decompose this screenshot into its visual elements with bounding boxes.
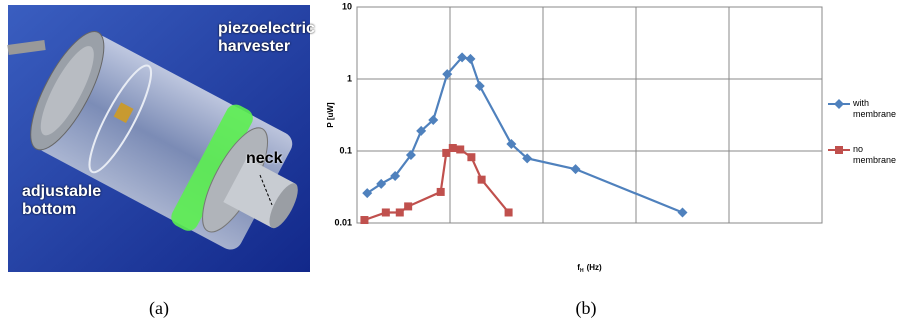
y-tick-label: 0.1 bbox=[339, 145, 352, 155]
marker bbox=[360, 216, 369, 225]
marker bbox=[448, 144, 457, 153]
y-tick-label: 0.01 bbox=[334, 217, 352, 227]
marker bbox=[570, 164, 581, 175]
photo-label: neck bbox=[246, 150, 283, 167]
marker bbox=[474, 80, 485, 91]
marker bbox=[428, 114, 439, 125]
marker bbox=[376, 178, 387, 189]
marker bbox=[405, 149, 416, 160]
plot-area bbox=[356, 6, 823, 224]
series-line bbox=[366, 56, 683, 214]
marker bbox=[465, 53, 476, 64]
y-tick-label: 1 bbox=[347, 73, 352, 83]
caption: (a) bbox=[149, 298, 169, 319]
marker bbox=[381, 208, 390, 217]
marker bbox=[404, 202, 413, 211]
marker bbox=[362, 188, 373, 199]
marker bbox=[522, 153, 533, 164]
chart: 0.01 0.1 1 10 P [uW] fH (Hz) bbox=[326, 1, 850, 274]
photo-label: piezoelectric harvester bbox=[218, 20, 315, 55]
marker bbox=[442, 148, 451, 157]
marker bbox=[395, 208, 404, 217]
marker bbox=[442, 69, 453, 80]
photo bbox=[7, 5, 310, 272]
x-axis-label: fH (Hz) bbox=[577, 263, 602, 274]
caption: (b) bbox=[576, 298, 597, 319]
marker bbox=[457, 52, 468, 63]
legend-label: with membrane bbox=[853, 98, 897, 119]
marker bbox=[677, 207, 688, 218]
marker bbox=[467, 153, 476, 162]
y-tick-label: 10 bbox=[342, 1, 352, 11]
marker bbox=[456, 145, 465, 154]
x-axis-label-unit: (Hz) bbox=[587, 263, 602, 272]
marker bbox=[416, 125, 427, 136]
photo-label: adjustable bottom bbox=[22, 183, 102, 218]
marker bbox=[390, 170, 401, 181]
x-axis-label-symbol: f bbox=[577, 263, 580, 272]
marker bbox=[834, 99, 844, 109]
marker bbox=[506, 139, 517, 150]
marker bbox=[477, 175, 486, 184]
marker bbox=[436, 187, 445, 196]
x-axis-label-subscript: H bbox=[580, 268, 584, 274]
legend-label: no membrane bbox=[853, 144, 897, 165]
marker bbox=[504, 208, 513, 217]
marker bbox=[835, 146, 843, 154]
y-axis-label: P [uW] bbox=[326, 102, 335, 128]
